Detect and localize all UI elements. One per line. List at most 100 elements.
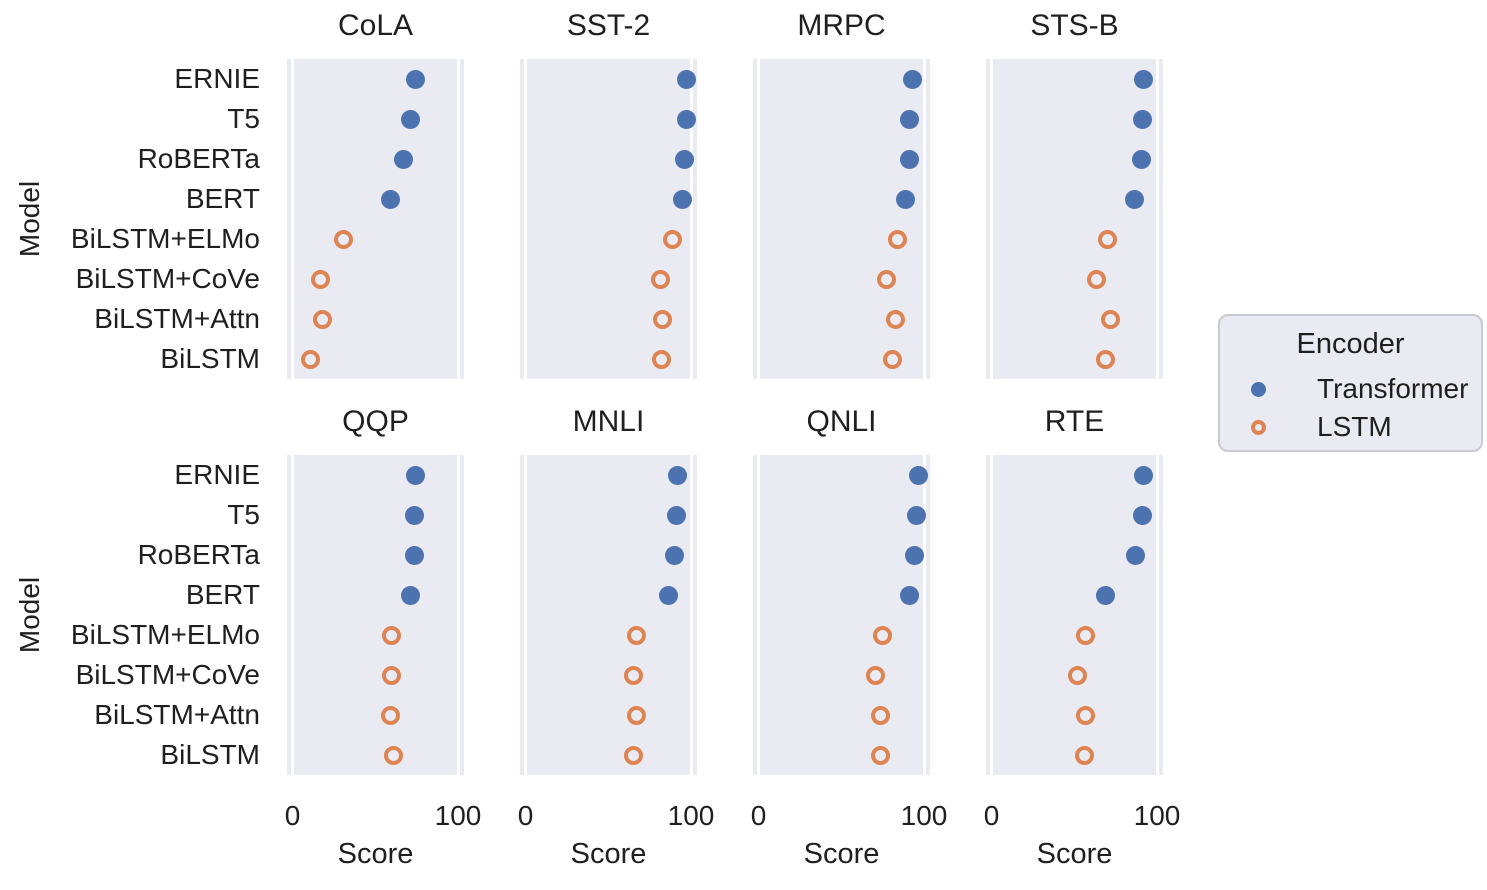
data-point	[885, 309, 905, 329]
data-point	[907, 505, 927, 525]
data-point	[1125, 189, 1145, 209]
data-point	[1101, 309, 1121, 329]
data-point	[400, 109, 420, 129]
facet-panel-CoLA	[287, 59, 464, 379]
y-tick-label: BERT	[185, 183, 260, 214]
y-tick-label: BiLSTM	[160, 343, 260, 374]
data-point	[650, 269, 670, 289]
x-tick-label: 100	[434, 800, 482, 831]
facet-title-QNLI: QNLI	[806, 405, 877, 438]
x-tick-label: 0	[284, 800, 301, 831]
legend-label-lstm: LSTM	[1317, 411, 1392, 442]
x-tick-label: 100	[1133, 800, 1181, 831]
x-axis-label: Score	[337, 838, 414, 870]
data-point	[871, 705, 891, 725]
data-point	[1134, 465, 1154, 485]
data-point	[393, 149, 413, 169]
y-tick-label: BiLSTM+Attn	[94, 303, 260, 334]
facet-panel-SST-2	[520, 59, 697, 379]
data-point	[659, 585, 679, 605]
gridline-x100	[456, 455, 460, 775]
gridline-x100	[689, 59, 693, 379]
legend-label-transformer: Transformer	[1317, 373, 1469, 404]
legend-item-lstm: LSTM	[1251, 410, 1392, 444]
filled-circle-marker-icon	[1251, 381, 1266, 397]
data-point	[666, 505, 686, 525]
facet-title-QQP: QQP	[342, 405, 409, 438]
x-tick-label: 0	[517, 800, 534, 831]
y-tick-label: BiLSTM+Attn	[94, 699, 260, 730]
data-point	[404, 545, 424, 565]
legend: Encoder Transformer LSTM	[1218, 314, 1483, 452]
gridline-x100	[922, 455, 926, 775]
y-tick-label: BiLSTM+ELMo	[70, 619, 260, 650]
gridline-x0	[757, 59, 760, 379]
data-point	[877, 269, 897, 289]
data-point	[900, 109, 920, 129]
facet-panel-MRPC	[753, 59, 930, 379]
facet-panel-STS-B	[986, 59, 1163, 379]
data-point	[334, 229, 354, 249]
data-point	[905, 545, 925, 565]
data-point	[382, 665, 402, 685]
data-point	[1076, 705, 1096, 725]
facet-title-CoLA: CoLA	[337, 9, 414, 42]
y-tick-label: RoBERTa	[137, 539, 260, 570]
data-point	[1125, 545, 1145, 565]
y-tick-label: BiLSTM+ELMo	[70, 223, 260, 254]
data-point	[871, 745, 891, 765]
x-axis-label: Score	[570, 838, 647, 870]
facet-panel-QQP	[287, 455, 464, 775]
data-point	[1068, 665, 1088, 685]
data-point	[652, 309, 672, 329]
data-point	[405, 505, 425, 525]
gridline-x0	[757, 455, 760, 775]
facet-title-RTE: RTE	[1044, 405, 1105, 438]
data-point	[865, 665, 885, 685]
open-circle-marker-icon	[1251, 419, 1266, 435]
data-point	[1132, 505, 1152, 525]
x-tick-label: 0	[750, 800, 767, 831]
gridline-x100	[456, 59, 460, 379]
data-point	[899, 585, 919, 605]
gridline-x0	[524, 59, 527, 379]
data-point	[908, 465, 928, 485]
y-tick-label: BiLSTM+CoVe	[75, 659, 260, 690]
data-point	[1134, 69, 1154, 89]
facet-panel-QNLI	[753, 455, 930, 775]
data-point	[674, 149, 694, 169]
data-point	[899, 149, 919, 169]
data-point	[623, 665, 643, 685]
data-point	[382, 625, 402, 645]
facet-title-SST-2: SST-2	[566, 9, 651, 42]
data-point	[1096, 349, 1116, 369]
y-tick-label: T5	[227, 103, 260, 134]
y-tick-label: ERNIE	[174, 459, 260, 490]
data-point	[406, 69, 426, 89]
data-point	[312, 309, 332, 329]
data-point	[896, 189, 916, 209]
data-point	[663, 229, 683, 249]
gridline-x0	[990, 59, 993, 379]
data-point	[1131, 149, 1151, 169]
facet-title-MNLI: MNLI	[572, 405, 645, 438]
gridline-x100	[689, 455, 693, 775]
data-point	[888, 229, 908, 249]
gridline-x0	[990, 455, 993, 775]
data-point	[626, 705, 646, 725]
data-point	[668, 465, 688, 485]
gridline-x100	[1155, 59, 1159, 379]
y-tick-label: RoBERTa	[137, 143, 260, 174]
data-point	[651, 349, 671, 369]
x-axis-label: Score	[1036, 838, 1113, 870]
y-tick-label: BiLSTM	[160, 739, 260, 770]
legend-title: Encoder	[1296, 328, 1405, 360]
y-tick-label: ERNIE	[174, 63, 260, 94]
data-point	[311, 269, 331, 289]
data-point	[626, 625, 646, 645]
gridline-x0	[291, 455, 294, 775]
data-point	[677, 69, 697, 89]
data-point	[883, 349, 903, 369]
data-point	[1075, 625, 1095, 645]
data-point	[673, 189, 693, 209]
